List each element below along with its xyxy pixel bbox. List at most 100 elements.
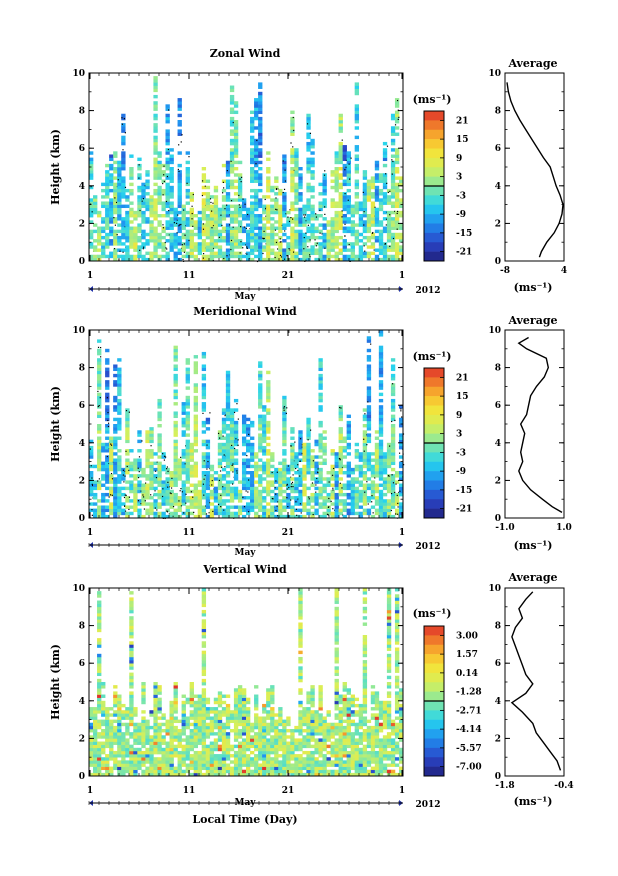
heatmap-cell [117,747,122,752]
heatmap-cell [250,188,255,193]
heatmap-cell [302,505,307,509]
heatmap-cell [221,239,227,243]
heatmap-cell [282,204,287,209]
heatmap-cell [290,496,295,500]
heatmap-cell [117,436,122,440]
heatmap-cell [161,192,166,196]
colorbar-swatch [424,396,444,406]
heatmap-cell [390,141,396,146]
heatmap-marker [295,467,297,470]
heatmap-cell [342,198,347,202]
heatmap-marker [341,466,344,469]
heatmap-cell [169,173,174,177]
heatmap-marker [229,224,231,226]
heatmap-cell [314,214,319,218]
heatmap-cell [254,113,259,118]
heatmap-cell [113,204,118,209]
heatmap-cell [125,254,130,259]
heatmap-cell [113,685,118,689]
heatmap-cell [205,223,211,227]
heatmap-marker [168,513,171,515]
heatmap-cell [157,173,162,177]
heatmap-cell [270,251,275,256]
heatmap-cell [201,210,207,215]
heatmap-cell [302,254,307,259]
heatmap-marker [165,468,168,470]
heatmap-marker [248,479,250,481]
heatmap-cell [221,226,227,230]
heatmap-cell [153,467,158,472]
heatmap-marker [390,509,392,512]
heatmap-cell [181,207,186,212]
heatmap-marker [98,478,100,480]
heatmap-cell [113,729,118,733]
heatmap-cell [117,402,122,406]
heatmap-cell [266,511,271,516]
heatmap-cell [169,480,174,484]
heatmap-marker [374,477,376,479]
heatmap-cell [294,170,299,174]
heatmap-cell [105,725,110,730]
heatmap-cell [282,496,287,500]
heatmap-cell [205,492,211,497]
heatmap-cell [125,414,130,419]
heatmap-cell [149,461,154,466]
heatmap-cell [258,85,263,89]
heatmap-cell [193,223,198,227]
colorbar-tick-label: 3 [456,173,462,183]
heatmap-cell [294,192,299,196]
heatmap-cell [141,697,146,702]
heatmap-cell [338,235,343,240]
heatmap-cell [137,725,142,730]
heatmap-cell [362,474,368,478]
heatmap-cell [370,179,376,183]
heatmap-cell [129,600,134,604]
heatmap-cell [141,682,146,686]
heatmap-cell [153,251,158,256]
heatmap-cell [306,502,311,506]
heatmap-cell [330,226,335,230]
heatmap-cell [290,170,295,174]
heatmap-cell [290,207,295,212]
heatmap-cell [374,192,380,196]
heatmap-cell [314,248,319,252]
heatmap-cell [274,198,279,202]
heatmap-cell [221,188,227,193]
heatmap-cell [185,496,190,500]
heatmap-cell [201,239,207,243]
heatmap-cell [149,508,154,513]
heatmap-marker [317,471,319,473]
heatmap-cell [209,232,215,237]
heatmap-cell [225,411,231,415]
heatmap-cell [153,725,158,730]
heatmap-cell [366,424,372,428]
heatmap-cell [97,348,102,353]
heatmap-cell [93,766,98,771]
heatmap-cell [221,254,227,259]
heatmap-cell [169,217,174,221]
heatmap-cell [181,235,186,240]
heatmap-cell [153,151,158,155]
heatmap-cell [286,245,291,249]
heatmap-cell [306,458,311,462]
heatmap-cell [221,195,227,199]
heatmap-cell [101,700,106,705]
heatmap-cell [117,239,122,243]
heatmap-marker [304,214,307,216]
heatmap-cell [286,467,291,472]
heatmap-cell [165,116,170,121]
heatmap-cell [225,182,231,187]
heatmap-cell [89,474,94,478]
heatmap-cell [346,436,351,440]
heatmap-cell [113,445,118,450]
heatmap-cell [342,514,347,519]
heatmap-cell [177,173,182,177]
heatmap-cell [181,420,186,425]
heatmap-cell [374,461,380,466]
heatmap-cell [294,464,299,469]
heatmap-cell [378,242,384,246]
heatmap-cell [153,505,158,509]
heatmap-cell [250,474,255,478]
heatmap-cell [346,254,351,259]
heatmap-cell [101,226,106,230]
